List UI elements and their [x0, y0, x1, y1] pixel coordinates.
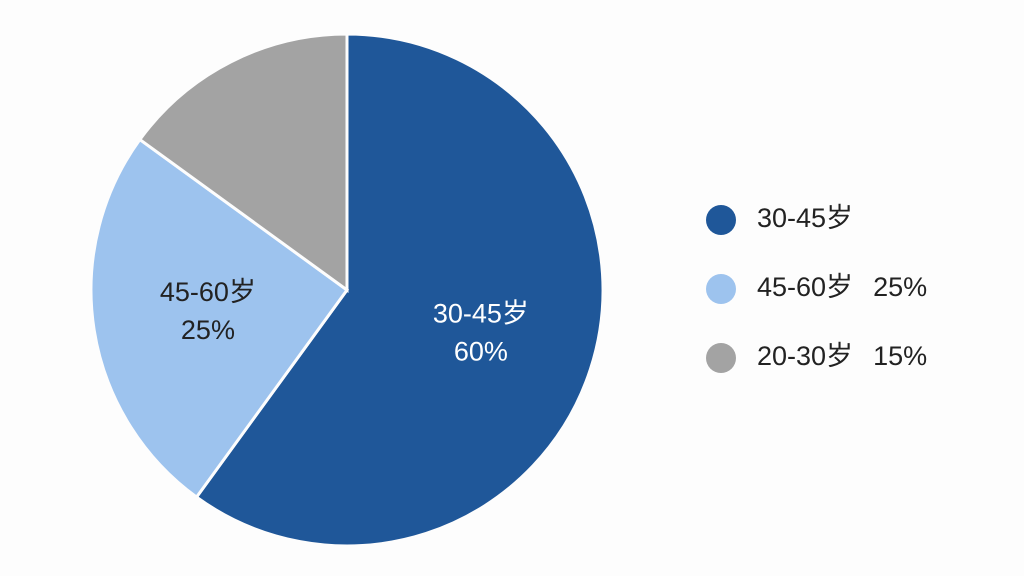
slice-label: 30-45岁: [433, 299, 529, 329]
legend-value: 15%: [873, 341, 927, 371]
legend-swatch: [706, 343, 736, 373]
legend-swatch: [706, 205, 736, 235]
slice-value: 25%: [181, 315, 235, 345]
pie-slice: [89, 137, 350, 500]
legend-label: 20-30岁 15%: [757, 341, 927, 371]
legend-label: 45-60岁 25%: [757, 272, 927, 302]
legend-name: 20-30岁: [757, 341, 853, 371]
legend-value: 25%: [873, 272, 927, 302]
legend-name: 30-45岁: [757, 203, 853, 233]
legend-label: 30-45岁: [757, 203, 853, 233]
legend-name: 45-60岁: [757, 272, 853, 302]
pie-slice: [137, 32, 349, 293]
slice-label: 45-60岁: [160, 277, 256, 307]
legend-swatch: [706, 274, 736, 304]
pie-slice: [194, 32, 605, 548]
slice-value: 60%: [454, 337, 508, 367]
